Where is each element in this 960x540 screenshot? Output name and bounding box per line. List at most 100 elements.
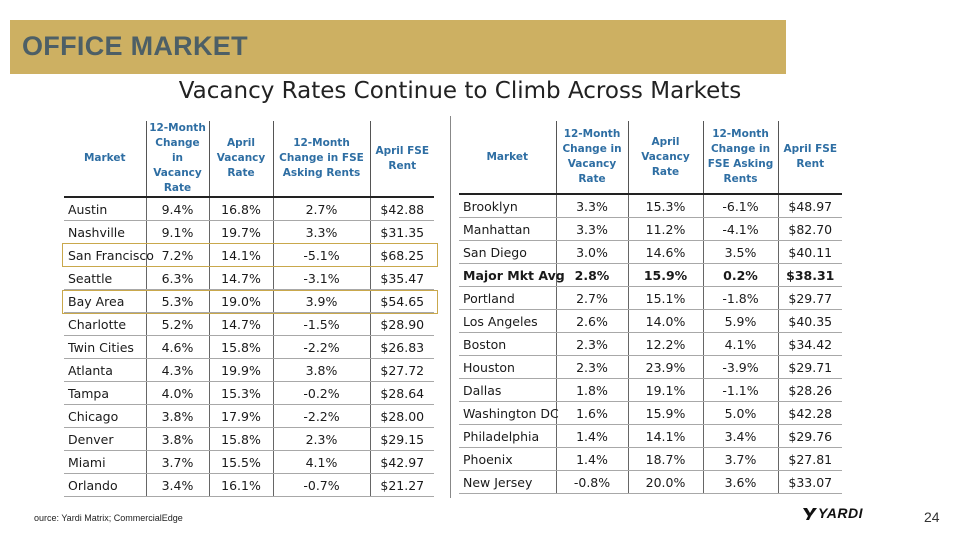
table-row: Philadelphia 1.4% 14.1% 3.4% $29.76 xyxy=(459,424,842,448)
value-cell: 3.9% xyxy=(272,289,370,313)
market-name-cell: Twin Cities xyxy=(64,335,146,359)
value-cell: $35.47 xyxy=(369,266,434,290)
value-cell: 0.2% xyxy=(702,263,778,287)
market-name-cell: Phoenix xyxy=(459,447,556,471)
value-cell: $28.90 xyxy=(369,312,434,336)
left-market-table: Market 12-Month Change in Vacancy Rate Apr… xyxy=(64,121,434,497)
value-cell: 3.4% xyxy=(702,424,778,448)
value-cell: $82.70 xyxy=(777,217,842,241)
value-cell: 14.6% xyxy=(627,240,703,264)
table-row: Austin 9.4% 16.8% 2.7% $42.88 xyxy=(64,197,434,221)
value-cell: 5.2% xyxy=(145,312,209,336)
value-cell: $68.25 xyxy=(369,243,434,267)
table-row: Seattle 6.3% 14.7% -3.1% $35.47 xyxy=(64,266,434,290)
value-cell: $28.64 xyxy=(369,381,434,405)
market-name-cell: Tampa xyxy=(64,381,146,405)
column-header: Market xyxy=(459,121,556,195)
value-cell: $29.15 xyxy=(369,427,434,451)
value-cell: -6.1% xyxy=(702,194,778,218)
column-header: April Vacancy Rate xyxy=(627,121,703,195)
value-cell: $27.81 xyxy=(777,447,842,471)
value-cell: 3.6% xyxy=(702,470,778,494)
value-cell: 19.7% xyxy=(208,220,273,244)
value-cell: 9.1% xyxy=(145,220,209,244)
table-row: Bay Area 5.3% 19.0% 3.9% $54.65 xyxy=(64,289,434,313)
table-row: Orlando 3.4% 16.1% -0.7% $21.27 xyxy=(64,473,434,497)
value-cell: 9.4% xyxy=(145,197,209,221)
value-cell: $38.31 xyxy=(777,263,842,287)
value-cell: 18.7% xyxy=(627,447,703,471)
market-name-cell: Atlanta xyxy=(64,358,146,382)
section-title: OFFICE MARKET xyxy=(22,31,248,61)
market-name-cell: Charlotte xyxy=(64,312,146,336)
table-header-row: Market 12-Month Change in Vacancy Rate Apr… xyxy=(459,121,842,195)
value-cell: 1.4% xyxy=(555,424,628,448)
value-cell: 15.3% xyxy=(208,381,273,405)
value-cell: $29.71 xyxy=(777,355,842,379)
value-cell: 15.8% xyxy=(208,335,273,359)
value-cell: 14.0% xyxy=(627,309,703,333)
market-name-cell: Houston xyxy=(459,355,556,379)
value-cell: 3.5% xyxy=(702,240,778,264)
table-row: Tampa 4.0% 15.3% -0.2% $28.64 xyxy=(64,381,434,405)
market-name-cell: Orlando xyxy=(64,473,146,497)
value-cell: 15.8% xyxy=(208,427,273,451)
market-name-cell: Washington DC xyxy=(459,401,559,425)
table-row: San Diego 3.0% 14.6% 3.5% $40.11 xyxy=(459,240,842,264)
value-cell: 5.3% xyxy=(145,289,209,313)
page-number: 24 xyxy=(924,509,940,525)
value-cell: -1.8% xyxy=(702,286,778,310)
yardi-mark-icon xyxy=(803,508,817,520)
value-cell: -1.1% xyxy=(702,378,778,402)
value-cell: 19.9% xyxy=(208,358,273,382)
market-name-cell: Portland xyxy=(459,286,556,310)
market-name-cell: Manhattan xyxy=(459,217,556,241)
market-name-cell: San Francisco xyxy=(64,243,154,267)
value-cell: 5.9% xyxy=(702,309,778,333)
value-cell: $48.97 xyxy=(777,194,842,218)
market-name-cell: Philadelphia xyxy=(459,424,556,448)
value-cell: $21.27 xyxy=(369,473,434,497)
value-cell: 16.1% xyxy=(208,473,273,497)
value-cell: 19.1% xyxy=(627,378,703,402)
value-cell: 3.7% xyxy=(702,447,778,471)
market-name-cell: Bay Area xyxy=(64,289,146,313)
value-cell: $29.77 xyxy=(777,286,842,310)
value-cell: 14.7% xyxy=(208,312,273,336)
value-cell: $42.97 xyxy=(369,450,434,474)
value-cell: 3.3% xyxy=(555,194,628,218)
column-header: 12-Month Change in Vacancy Rate xyxy=(555,121,628,195)
value-cell: -0.8% xyxy=(555,470,628,494)
value-cell: 3.0% xyxy=(555,240,628,264)
value-cell: -1.5% xyxy=(272,312,370,336)
value-cell: 2.3% xyxy=(555,355,628,379)
value-cell: 3.8% xyxy=(272,358,370,382)
value-cell: -3.9% xyxy=(702,355,778,379)
column-header: April FSE Rent xyxy=(777,121,842,195)
highlight-box-san-francisco xyxy=(62,243,438,267)
value-cell: 2.7% xyxy=(555,286,628,310)
value-cell: 1.4% xyxy=(555,447,628,471)
value-cell: 15.1% xyxy=(627,286,703,310)
value-cell: 4.3% xyxy=(145,358,209,382)
value-cell: $29.76 xyxy=(777,424,842,448)
value-cell: 4.1% xyxy=(702,332,778,356)
section-banner: OFFICE MARKET xyxy=(10,20,786,74)
column-header: Market xyxy=(64,121,146,198)
value-cell: $40.11 xyxy=(777,240,842,264)
value-cell: $42.88 xyxy=(369,197,434,221)
value-cell: 6.3% xyxy=(145,266,209,290)
table-row: Miami 3.7% 15.5% 4.1% $42.97 xyxy=(64,450,434,474)
market-name-cell: Boston xyxy=(459,332,556,356)
table-row: Brooklyn 3.3% 15.3% -6.1% $48.97 xyxy=(459,194,842,218)
table-row: Manhattan 3.3% 11.2% -4.1% $82.70 xyxy=(459,217,842,241)
table-row: Dallas 1.8% 19.1% -1.1% $28.26 xyxy=(459,378,842,402)
table-row: Houston 2.3% 23.9% -3.9% $29.71 xyxy=(459,355,842,379)
value-cell: 14.1% xyxy=(208,243,273,267)
value-cell: -0.2% xyxy=(272,381,370,405)
column-header: 12-Month Change in FSE Asking Rents xyxy=(272,121,370,198)
table-row: Boston 2.3% 12.2% 4.1% $34.42 xyxy=(459,332,842,356)
value-cell: 12.2% xyxy=(627,332,703,356)
value-cell: $26.83 xyxy=(369,335,434,359)
table-row: Twin Cities 4.6% 15.8% -2.2% $26.83 xyxy=(64,335,434,359)
